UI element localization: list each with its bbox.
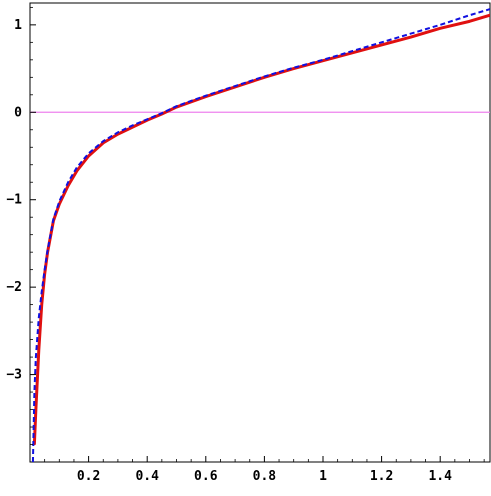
series-line-1: [31, 8, 490, 462]
plot-frame: [29, 2, 491, 463]
y-tick-label-4: −3: [6, 368, 22, 383]
series-layer: [31, 8, 490, 462]
x-tick-label-4: 1: [319, 469, 327, 484]
x-tick-label-6: 1.4: [428, 469, 452, 484]
x-tick-label-2: 0.6: [194, 469, 218, 484]
tick-layer: 0.2 0.4 0.6 0.8 1 1.2 1.4 1 0 −1 −2 −3: [6, 6, 485, 484]
y-tick-label-0: 1: [14, 18, 22, 33]
x-tick-label-1: 0.4: [135, 469, 159, 484]
series-line-0: [32, 13, 490, 446]
x-tick-label-0: 0.2: [77, 469, 100, 484]
y-tick-label-1: 0: [14, 105, 22, 120]
y-tick-label-3: −2: [6, 280, 22, 295]
frame-layer: [29, 2, 491, 463]
x-tick-label-3: 0.8: [253, 469, 277, 484]
y-tick-label-2: −1: [6, 193, 22, 208]
x-tick-label-5: 1.2: [370, 469, 393, 484]
